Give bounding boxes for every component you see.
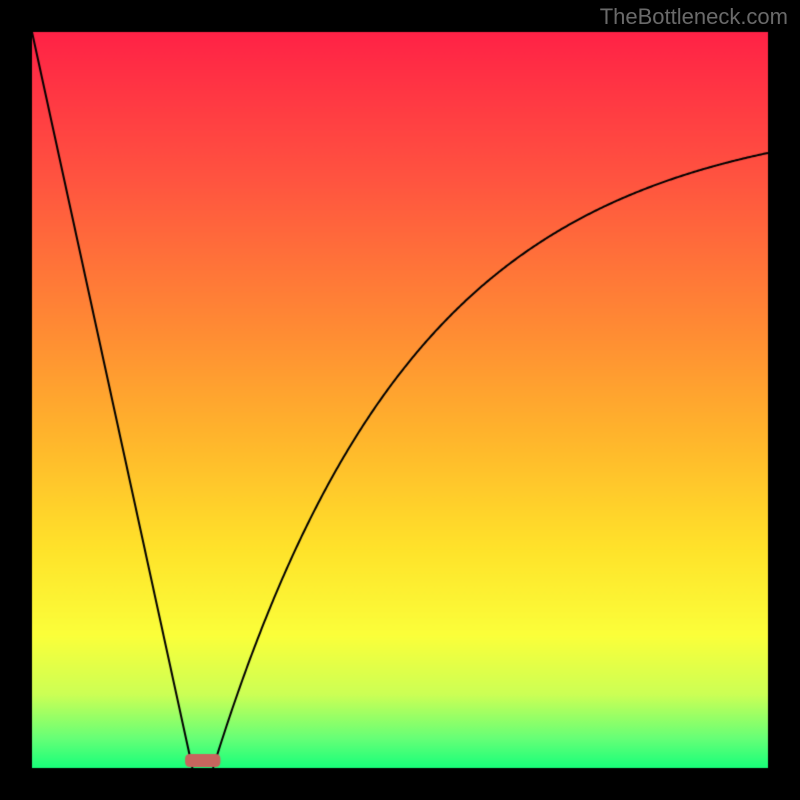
bottleneck-plot-canvas [0, 0, 800, 800]
chart-root: TheBottleneck.com [0, 0, 800, 800]
